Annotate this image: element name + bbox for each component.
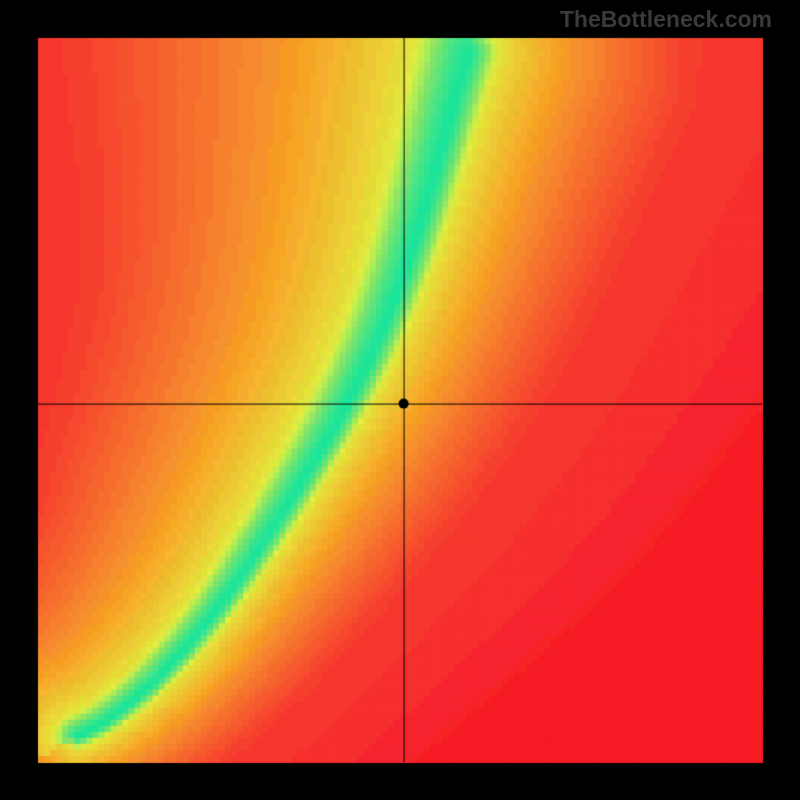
watermark-text: TheBottleneck.com	[560, 6, 772, 33]
heatmap-canvas	[0, 0, 800, 800]
chart-container: TheBottleneck.com	[0, 0, 800, 800]
